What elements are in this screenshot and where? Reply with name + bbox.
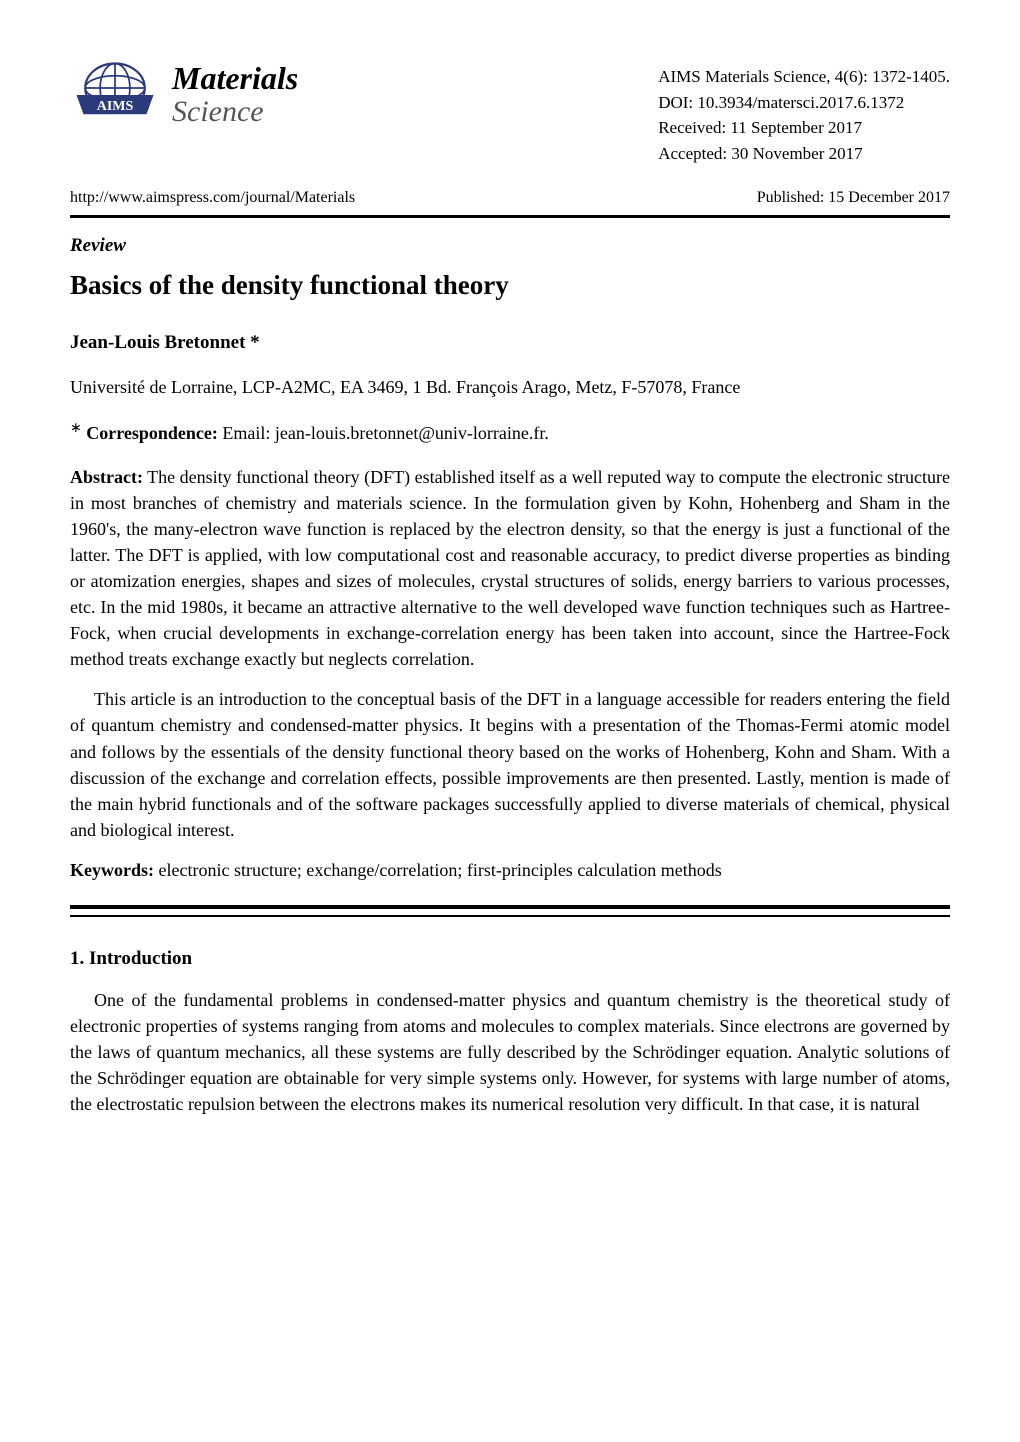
journal-url[interactable]: http://www.aimspress.com/journal/Materia… xyxy=(70,186,355,209)
meta-citation: AIMS Materials Science, 4(6): 1372-1405. xyxy=(658,64,950,90)
mid-rule-top xyxy=(70,905,950,909)
author-affiliation: Université de Lorraine, LCP-A2MC, EA 346… xyxy=(70,374,950,400)
article-type: Review xyxy=(70,232,950,260)
keywords-label: Keywords: xyxy=(70,860,154,880)
meta-accepted: Accepted: 30 November 2017 xyxy=(658,141,950,167)
article-title: Basics of the density functional theory xyxy=(70,266,950,305)
abstract-text-1: The density functional theory (DFT) esta… xyxy=(70,467,950,670)
article-meta: AIMS Materials Science, 4(6): 1372-1405.… xyxy=(658,60,950,166)
journal-name-line1: Materials xyxy=(172,62,298,96)
correspondence: ∗ Correspondence: Email: jean-louis.bret… xyxy=(70,419,950,446)
top-rule xyxy=(70,215,950,218)
aims-globe-logo: AIMS xyxy=(70,60,160,130)
keywords: Keywords: electronic structure; exchange… xyxy=(70,857,950,883)
section-1-heading: 1. Introduction xyxy=(70,945,950,973)
meta-received: Received: 11 September 2017 xyxy=(658,115,950,141)
abstract-paragraph-2: This article is an introduction to the c… xyxy=(70,686,950,843)
journal-name-line2: Science xyxy=(172,96,298,128)
abstract-paragraph-1: Abstract: The density functional theory … xyxy=(70,464,950,673)
header-lower-row: http://www.aimspress.com/journal/Materia… xyxy=(70,186,950,209)
author-name: Jean-Louis Bretonnet * xyxy=(70,329,950,357)
mid-rule-bottom xyxy=(70,915,950,917)
correspondence-email: Email: jean-louis.bretonnet@univ-lorrain… xyxy=(218,423,549,443)
section-1-paragraph-1: One of the fundamental problems in conde… xyxy=(70,987,950,1117)
keywords-text: electronic structure; exchange/correlati… xyxy=(154,860,722,880)
journal-name: Materials Science xyxy=(172,62,298,127)
journal-logo-block: AIMS Materials Science xyxy=(70,60,298,130)
correspondence-label: Correspondence: xyxy=(86,423,218,443)
meta-published: Published: 15 December 2017 xyxy=(757,186,950,209)
meta-doi: DOI: 10.3934/matersci.2017.6.1372 xyxy=(658,90,950,116)
header: AIMS Materials Science AIMS Materials Sc… xyxy=(70,60,950,166)
abstract-label: Abstract: xyxy=(70,467,143,487)
logo-badge-text: AIMS xyxy=(97,99,134,114)
correspondence-star: ∗ xyxy=(70,421,82,436)
